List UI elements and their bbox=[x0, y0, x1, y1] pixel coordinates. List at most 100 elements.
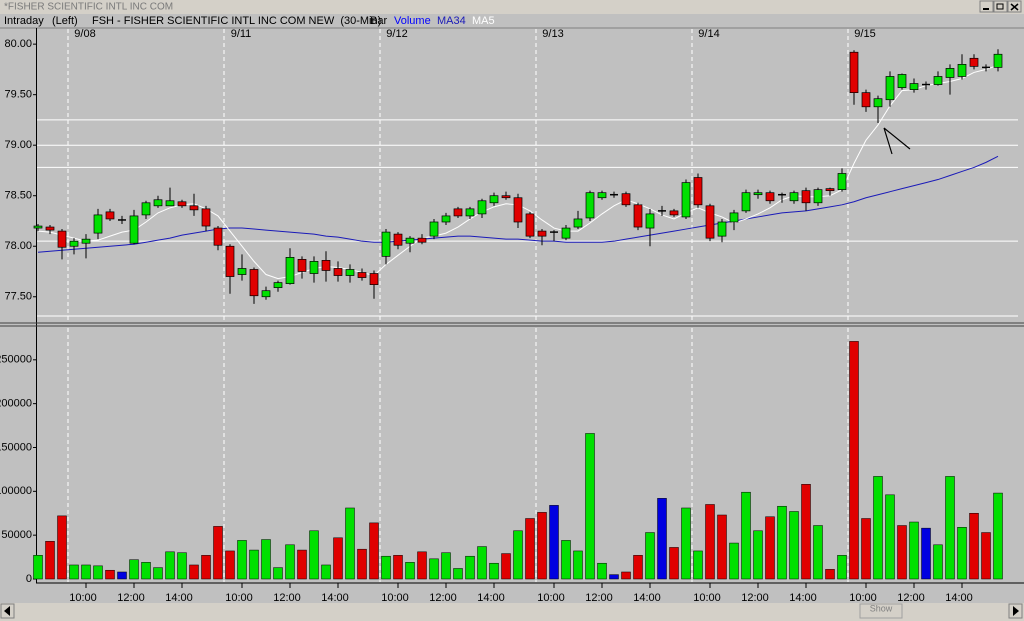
volume-bar bbox=[909, 521, 919, 580]
y-tick-label: 150000 bbox=[0, 441, 32, 453]
window-title: *FISHER SCIENTIFIC INTL INC COM bbox=[4, 2, 173, 13]
volume-bar bbox=[993, 492, 1003, 580]
candle-body bbox=[561, 227, 571, 239]
candle-body bbox=[393, 233, 403, 246]
candle-body bbox=[537, 230, 547, 237]
header-side: (Left) bbox=[52, 15, 78, 27]
volume-bar bbox=[645, 532, 655, 580]
x-tick-label: 10:00 bbox=[849, 592, 877, 604]
volume-bar bbox=[93, 565, 103, 580]
candle-body bbox=[333, 268, 343, 276]
volume-bar bbox=[213, 526, 223, 580]
y-tick-label: 78.00 bbox=[4, 240, 32, 252]
candle-body bbox=[189, 205, 199, 211]
volume-bar bbox=[441, 552, 451, 580]
candle-body bbox=[525, 213, 535, 237]
volume-bar bbox=[429, 558, 439, 580]
x-tick-label: 14:00 bbox=[165, 592, 193, 604]
volume-bar bbox=[609, 574, 619, 580]
header-style: Bar bbox=[370, 15, 387, 27]
date-label: 9/08 bbox=[74, 28, 95, 40]
candle-body bbox=[237, 268, 247, 275]
volume-bar bbox=[333, 537, 343, 580]
x-tick-label: 14:00 bbox=[477, 592, 505, 604]
y-tick-label: 50000 bbox=[1, 529, 32, 541]
minimize-button[interactable] bbox=[979, 0, 994, 13]
candle-body bbox=[321, 260, 331, 271]
volume-bar bbox=[369, 522, 379, 580]
candle-body bbox=[441, 215, 451, 223]
volume-bar bbox=[477, 546, 487, 580]
candle-body bbox=[45, 226, 55, 231]
header-mode: Intraday bbox=[4, 15, 44, 27]
candle-body bbox=[573, 218, 583, 228]
candle-body bbox=[873, 98, 883, 108]
volume-bar bbox=[753, 530, 763, 580]
volume-bar bbox=[237, 540, 247, 580]
close-icon bbox=[1010, 3, 1019, 11]
x-tick-label: 12:00 bbox=[585, 592, 613, 604]
x-tick-label: 10:00 bbox=[381, 592, 409, 604]
x-tick-label: 10:00 bbox=[537, 592, 565, 604]
volume-bar bbox=[261, 539, 271, 580]
scrollbar[interactable] bbox=[0, 603, 1024, 621]
scroll-thumb[interactable] bbox=[859, 603, 903, 619]
volume-bar bbox=[249, 549, 259, 580]
candle-body bbox=[597, 192, 607, 199]
volume-bar bbox=[921, 527, 931, 580]
candle-body bbox=[477, 200, 487, 215]
candle-body bbox=[105, 211, 115, 220]
candle-body bbox=[453, 208, 463, 217]
volume-bar bbox=[717, 514, 727, 580]
x-tick-label: 12:00 bbox=[897, 592, 925, 604]
plot: 80.00 79.50 79.00 78.50 78.00 77.50 9/08 9/11 9/… bbox=[0, 28, 1018, 604]
candle-body bbox=[741, 192, 751, 212]
date-label: 9/12 bbox=[386, 28, 407, 40]
candle-body bbox=[789, 192, 799, 202]
volume-bar bbox=[981, 532, 991, 580]
volume-bar bbox=[573, 550, 583, 580]
volume-bar bbox=[69, 564, 79, 580]
x-tick-label: 12:00 bbox=[741, 592, 769, 604]
candle-body bbox=[945, 68, 955, 78]
volume-bar bbox=[957, 527, 967, 580]
volume-bar bbox=[861, 518, 871, 580]
x-tick-label: 10:00 bbox=[69, 592, 97, 604]
candle-body bbox=[861, 92, 871, 108]
volume-bar bbox=[933, 544, 943, 580]
volume-bar bbox=[309, 530, 319, 580]
volume-bar bbox=[561, 540, 571, 580]
candle-body bbox=[369, 273, 379, 285]
candle-body bbox=[633, 204, 643, 228]
volume-bar bbox=[33, 555, 43, 580]
volume-bar bbox=[585, 433, 595, 580]
volume-bar bbox=[549, 505, 559, 580]
volume-bar bbox=[825, 569, 835, 580]
title-bar bbox=[0, 0, 1024, 14]
volume-bar bbox=[873, 476, 883, 580]
scroll-left-icon bbox=[4, 606, 10, 616]
date-label: 9/15 bbox=[854, 28, 875, 40]
candle-body bbox=[141, 202, 151, 216]
volume-bar bbox=[297, 549, 307, 580]
volume-bar bbox=[897, 525, 907, 580]
candle-body bbox=[621, 193, 631, 206]
y-tick-label: 0 bbox=[26, 573, 32, 585]
candle-body bbox=[81, 238, 91, 244]
volume-bar bbox=[57, 515, 67, 580]
restore-button[interactable] bbox=[993, 0, 1008, 13]
volume-bar bbox=[813, 525, 823, 580]
candle-body bbox=[153, 199, 163, 207]
candle-body bbox=[57, 230, 67, 248]
candle-body bbox=[909, 83, 919, 90]
candle-body bbox=[849, 51, 859, 93]
volume-bar bbox=[417, 551, 427, 580]
candle-body bbox=[693, 177, 703, 206]
candle-body bbox=[765, 192, 775, 202]
date-label: 9/13 bbox=[542, 28, 563, 40]
volume-bar bbox=[489, 562, 499, 580]
header-symbol: FSH - FISHER SCIENTIFIC INTL INC COM NEW… bbox=[92, 15, 381, 27]
volume-bar bbox=[945, 476, 955, 580]
candle-body bbox=[681, 182, 691, 218]
